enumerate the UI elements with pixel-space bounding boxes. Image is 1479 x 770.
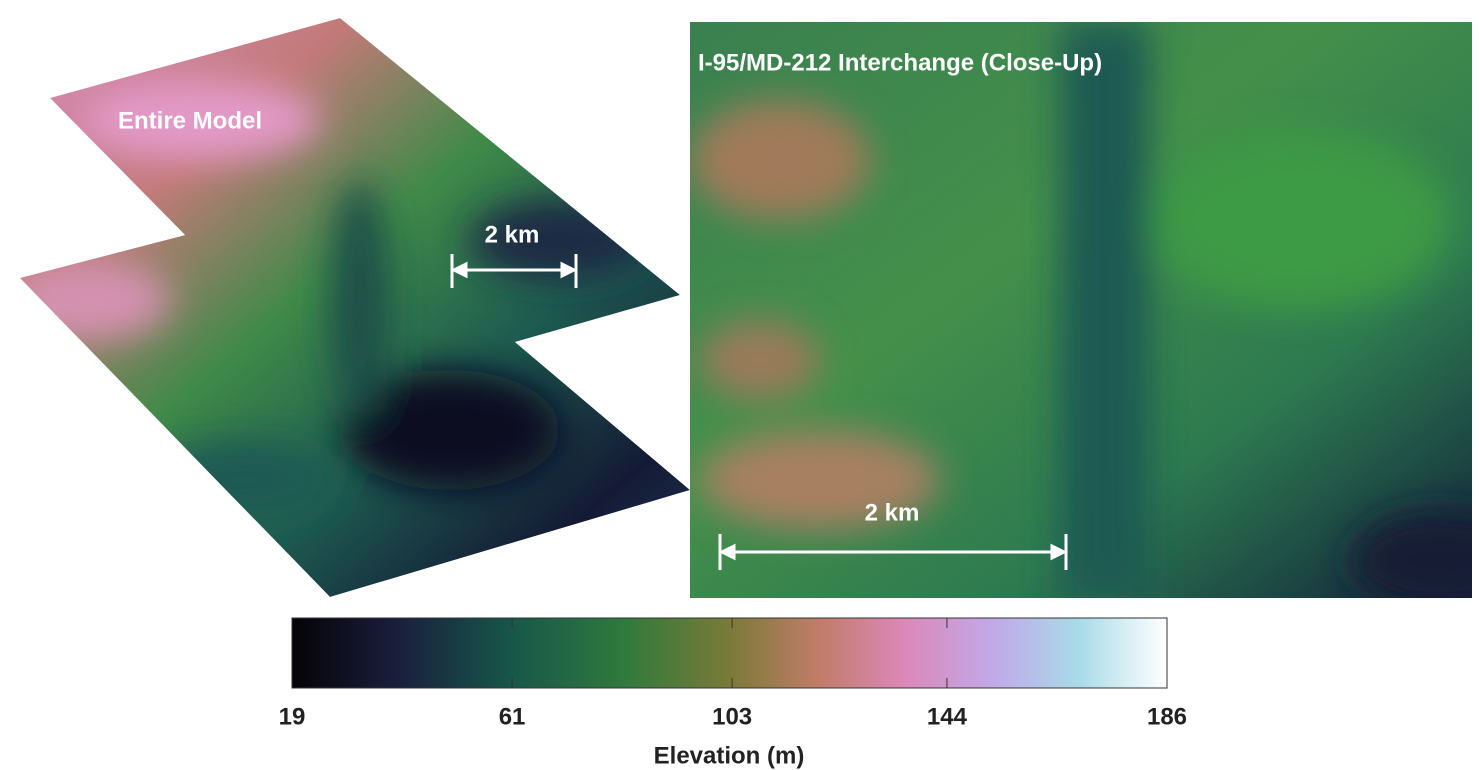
tick-label: 19 [279, 703, 306, 730]
tick-label: 144 [927, 703, 968, 730]
page: Entire Model 2 km I-95/MD-212 Interchang… [0, 0, 1479, 770]
colorbar-label: Elevation (m) [654, 742, 805, 769]
scale-label: 2 km [865, 499, 920, 526]
terrain-left [10, 18, 690, 597]
tick-label: 103 [712, 703, 752, 730]
scale-label: 2 km [485, 221, 540, 248]
figure: Entire Model 2 km I-95/MD-212 Interchang… [0, 0, 1479, 770]
tick-label: 186 [1147, 703, 1187, 730]
tick-label: 61 [499, 703, 526, 730]
panel-label: Entire Model [118, 107, 262, 134]
colorbar [292, 618, 1167, 688]
panel-title: I-95/MD-212 Interchange (Close-Up) [698, 49, 1102, 76]
terrain-right [690, 22, 1479, 610]
